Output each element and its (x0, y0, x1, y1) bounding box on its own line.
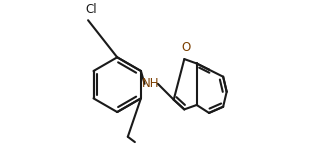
Text: Cl: Cl (85, 3, 97, 16)
Text: O: O (181, 41, 190, 54)
Text: NH: NH (142, 77, 159, 90)
